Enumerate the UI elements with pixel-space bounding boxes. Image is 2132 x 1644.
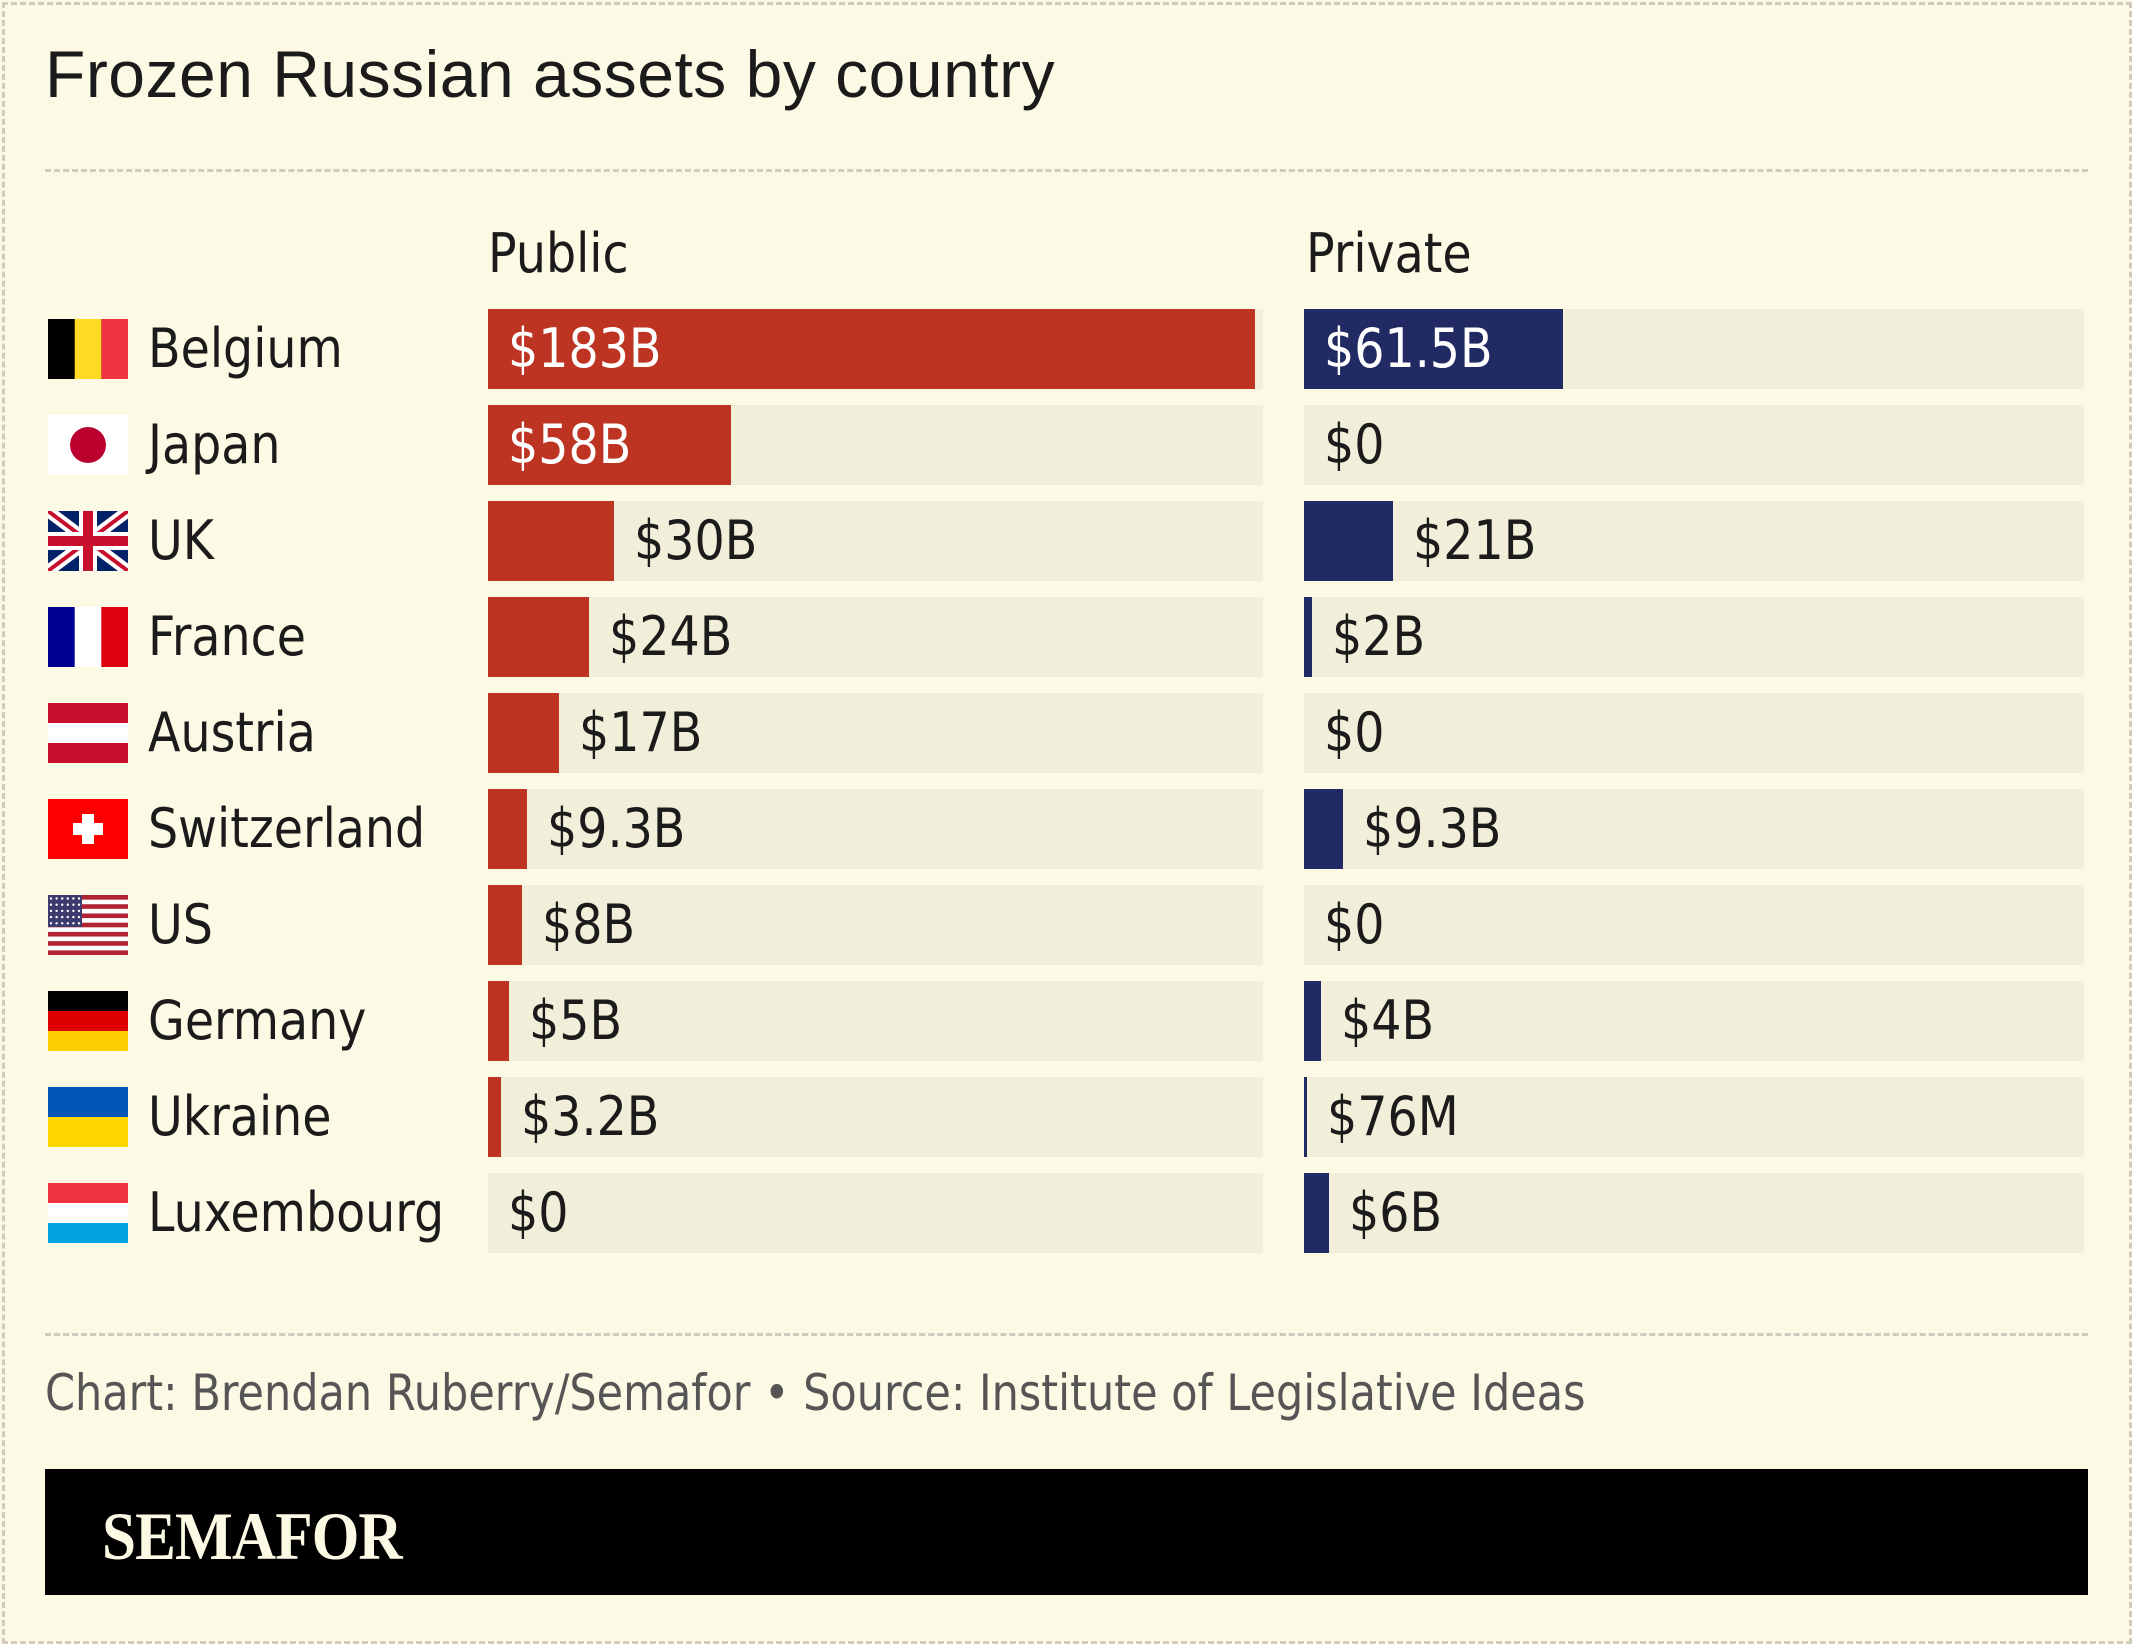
country-label: Germany (148, 989, 367, 1052)
column-header-private: Private (1306, 222, 1472, 285)
public-bar (488, 501, 614, 581)
private-track: $2B (1304, 597, 2084, 677)
public-track: $9.3B (488, 789, 1263, 869)
country-label: UK (148, 509, 214, 572)
private-track: $0 (1304, 693, 2084, 773)
private-track: $21B (1304, 501, 2084, 581)
row-luxembourg: Luxembourg $0 $6B (0, 1173, 2132, 1253)
public-value-label: $5B (528, 989, 623, 1052)
private-bar (1304, 501, 1393, 581)
public-track: $24B (488, 597, 1263, 677)
row-austria: Austria $17B $0 (0, 693, 2132, 773)
private-value-label: $21B (1412, 509, 1536, 572)
public-track: $8B (488, 885, 1263, 965)
source-note: Chart: Brendan Ruberry/Semafor • Source:… (45, 1364, 1586, 1422)
row-us: US $8B $0 (0, 885, 2132, 965)
public-track: $5B (488, 981, 1263, 1061)
row-belgium: Belgium $183B $61.5B (0, 309, 2132, 389)
public-track: $58B (488, 405, 1263, 485)
private-track: $61.5B (1304, 309, 2084, 389)
belgium-flag-icon (48, 319, 128, 379)
austria-flag-icon (48, 703, 128, 763)
public-value-label: $58B (508, 413, 632, 476)
public-bar (488, 1077, 502, 1157)
chart-title: Frozen Russian assets by country (45, 37, 1056, 111)
public-value-label: $30B (633, 509, 757, 572)
uk-flag-icon (48, 511, 128, 571)
private-bar (1304, 1173, 1330, 1253)
ukraine-flag-icon (48, 1087, 128, 1147)
public-value-label: $0 (508, 1181, 569, 1244)
public-track: $17B (488, 693, 1263, 773)
private-value-label: $61.5B (1324, 317, 1493, 380)
row-uk: UK $30B $21B (0, 501, 2132, 581)
public-value-label: $24B (608, 605, 732, 668)
private-bar (1304, 1077, 1307, 1157)
private-track: $9.3B (1304, 789, 2084, 869)
country-label: US (148, 893, 213, 956)
country-label: France (148, 605, 307, 668)
row-france: France $24B $2B (0, 597, 2132, 677)
public-value-label: $17B (579, 701, 703, 764)
germany-flag-icon (48, 991, 128, 1051)
semafor-logo: SEMAFOR (102, 1498, 403, 1574)
public-value-label: $9.3B (546, 797, 686, 860)
private-value-label: $0 (1324, 701, 1385, 764)
country-label: Switzerland (148, 797, 426, 860)
country-label: Ukraine (148, 1085, 332, 1148)
public-bar (488, 693, 560, 773)
private-value-label: $9.3B (1363, 797, 1502, 860)
row-ukraine: Ukraine $3.2B $76M (0, 1077, 2132, 1157)
public-track: $183B (488, 309, 1263, 389)
country-label: Belgium (148, 317, 343, 380)
private-bar (1304, 981, 1321, 1061)
public-track: $30B (488, 501, 1263, 581)
private-value-label: $0 (1324, 413, 1385, 476)
private-value-label: $4B (1340, 989, 1434, 1052)
row-germany: Germany $5B $4B (0, 981, 2132, 1061)
private-value-label: $2B (1332, 605, 1426, 668)
luxembourg-flag-icon (48, 1183, 128, 1243)
divider-bottom (45, 1333, 2088, 1336)
private-track: $6B (1304, 1173, 2084, 1253)
brand-bar: SEMAFOR (45, 1469, 2088, 1595)
public-bar (488, 885, 522, 965)
row-switzerland: Switzerland $9.3B $9.3B (0, 789, 2132, 869)
private-track: $0 (1304, 885, 2084, 965)
private-bar (1304, 309, 1564, 389)
france-flag-icon (48, 607, 128, 667)
country-label: Japan (148, 413, 281, 476)
country-label: Austria (148, 701, 316, 764)
public-bar (488, 405, 731, 485)
private-bar (1304, 789, 1344, 869)
private-track: $76M (1304, 1077, 2084, 1157)
divider-top (45, 169, 2088, 172)
private-track: $0 (1304, 405, 2084, 485)
private-bar (1304, 597, 1313, 677)
public-bar (488, 309, 1255, 389)
us-flag-icon (48, 895, 128, 955)
switzerland-flag-icon (48, 799, 128, 859)
row-japan: Japan $58B $0 (0, 405, 2132, 485)
public-value-label: $183B (508, 317, 662, 380)
public-bar (488, 981, 509, 1061)
country-label: Luxembourg (148, 1181, 445, 1244)
public-track: $3.2B (488, 1077, 1263, 1157)
public-value-label: $3.2B (521, 1085, 660, 1148)
private-track: $4B (1304, 981, 2084, 1061)
public-track: $0 (488, 1173, 1263, 1253)
japan-flag-icon (48, 415, 128, 475)
public-value-label: $8B (541, 893, 635, 956)
public-bar (488, 597, 589, 677)
private-value-label: $6B (1349, 1181, 1443, 1244)
public-bar (488, 789, 527, 869)
private-value-label: $0 (1324, 893, 1385, 956)
private-value-label: $76M (1327, 1085, 1459, 1148)
column-header-public: Public (488, 222, 629, 285)
